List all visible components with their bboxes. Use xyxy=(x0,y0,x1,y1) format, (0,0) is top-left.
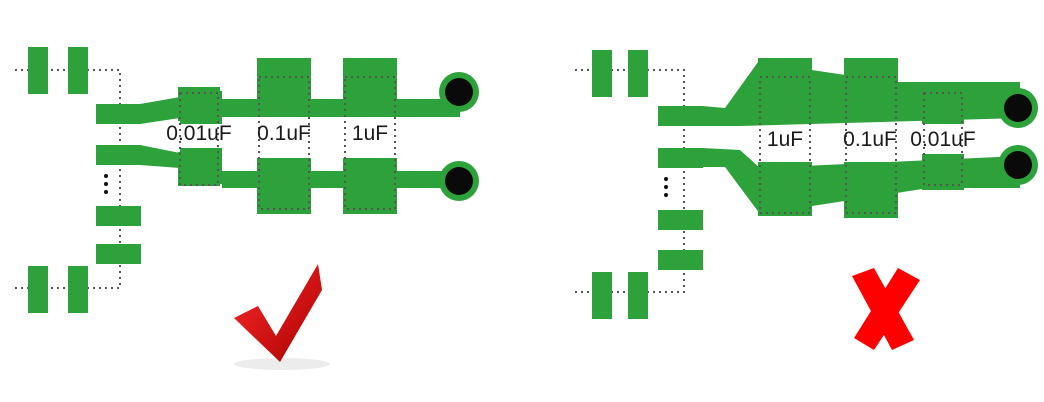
corner-pad xyxy=(68,47,88,94)
cap-label: 0.1uF xyxy=(257,122,311,145)
cap-outline xyxy=(344,76,396,210)
cap-label: 1uF xyxy=(352,122,388,145)
corner-pad xyxy=(28,266,48,313)
cap-outline xyxy=(759,76,811,214)
ic-pin xyxy=(658,148,703,168)
cap-pad xyxy=(257,58,311,114)
via xyxy=(1004,151,1032,179)
cap-label: 0.01uF xyxy=(910,128,975,151)
cap-outline xyxy=(845,76,897,214)
corner-pad xyxy=(628,272,648,319)
cap-pad xyxy=(844,162,898,218)
ellipsis-dots xyxy=(664,177,668,197)
bad-layout: 1uF 0.1uF 0.01uF xyxy=(575,50,1038,350)
via xyxy=(445,78,473,106)
corner-pad xyxy=(592,272,612,319)
cap-outline xyxy=(179,92,219,186)
red-cross-icon xyxy=(852,268,920,350)
cap-label: 0.1uF xyxy=(843,128,897,151)
ellipsis-dots xyxy=(104,174,108,194)
cap-label: 1uF xyxy=(767,128,803,151)
cap-label: 0.01uF xyxy=(166,122,231,145)
corner-pad xyxy=(628,50,648,97)
cap-outline xyxy=(258,76,310,210)
ic-pin xyxy=(658,106,703,126)
trace-segment xyxy=(810,168,1020,188)
ic-pin xyxy=(96,145,141,165)
cap-pad xyxy=(343,58,397,114)
ic-pin xyxy=(96,206,141,226)
trace-segment xyxy=(810,82,1020,102)
cap-pad xyxy=(758,58,812,112)
via xyxy=(445,167,473,195)
cap-pad xyxy=(257,158,311,214)
cap-pad xyxy=(343,158,397,214)
cap-outline xyxy=(923,92,963,186)
ic-pin xyxy=(96,104,141,124)
corner-pad xyxy=(592,50,612,97)
good-layout: 0.01uF 0.1uF 1uF xyxy=(15,47,479,370)
corner-pad xyxy=(68,266,88,313)
cap-pad xyxy=(758,162,812,216)
corner-pad xyxy=(28,47,48,94)
red-checkmark-icon xyxy=(234,264,330,370)
ic-pin xyxy=(96,244,141,264)
via xyxy=(1004,94,1032,122)
ic-pin xyxy=(658,250,703,270)
cap-pad xyxy=(844,58,898,114)
cap-pad xyxy=(178,152,220,186)
ic-pin xyxy=(658,210,703,230)
